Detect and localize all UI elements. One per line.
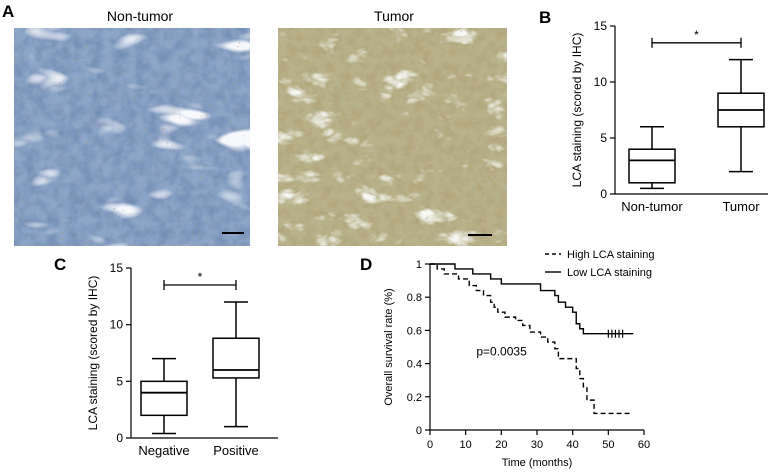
category-label: Tumor	[722, 199, 760, 214]
y-tick-label: 15	[594, 19, 608, 33]
y-tick-label: 5	[116, 374, 123, 388]
x-tick-label: 30	[531, 439, 543, 451]
category-label: Negative	[138, 443, 189, 458]
y-tick-label: 0.4	[407, 359, 422, 371]
y-tick-label: 0	[416, 425, 422, 437]
legend-entry: Low LCA staining	[567, 267, 652, 279]
nontumor-caption: Non-tumor	[106, 8, 174, 24]
y-axis-label: LCA staining (scored by IHC)	[570, 33, 584, 188]
x-tick-label: 40	[567, 439, 579, 451]
x-tick-label: 20	[495, 439, 507, 451]
panel-label-a: A	[2, 2, 15, 21]
y-tick-label: 10	[594, 75, 608, 89]
nontumor-micrograph	[14, 28, 250, 246]
x-tick-label: 0	[427, 439, 433, 451]
low-lca-survival-curve	[430, 263, 634, 335]
y-tick-label: 0.2	[407, 392, 422, 404]
category-label: Positive	[213, 443, 259, 458]
y-tick-label: 0.6	[407, 325, 422, 337]
tumor-caption: Tumor	[374, 8, 414, 24]
panel-label-b: B	[539, 8, 552, 27]
significance-star: *	[198, 270, 203, 284]
y-tick-label: 10	[110, 318, 124, 332]
high-lca-survival-curve	[430, 263, 630, 415]
panel-label-c: C	[54, 255, 67, 274]
y-tick-label: 1	[416, 259, 422, 271]
x-axis-label: Time (months)	[502, 457, 573, 469]
y-tick-label: 0	[116, 431, 123, 445]
x-tick-label: 50	[602, 439, 614, 451]
y-tick-label: 0	[600, 187, 607, 201]
x-tick-label: 60	[638, 439, 650, 451]
chart-c: 0 5 10 15 LCA staining (scored by IHC) Negati…	[86, 261, 278, 458]
y-tick-label: 5	[600, 131, 607, 145]
x-tick-label: 10	[460, 439, 472, 451]
y-axis-label: LCA staining (scored by IHC)	[86, 276, 100, 431]
tumor-micrograph	[278, 28, 507, 246]
legend-entry: High LCA staining	[567, 250, 654, 261]
p-value-annotation: p=0.0035	[476, 344, 527, 358]
panel-label-d: D	[360, 255, 373, 274]
iqr-box	[212, 337, 260, 379]
iqr-box	[628, 148, 676, 184]
chart-b: 0 5 10 15 LCA staining (scored by IHC) Non-tu…	[570, 19, 768, 214]
significance-star: *	[694, 28, 699, 42]
iqr-box	[140, 380, 188, 417]
y-tick-label: 0.8	[407, 292, 422, 304]
category-label: Non-tumor	[621, 199, 683, 214]
y-tick-label: 15	[110, 261, 124, 275]
y-axis-label: Overall survival rate (%)	[383, 288, 395, 405]
